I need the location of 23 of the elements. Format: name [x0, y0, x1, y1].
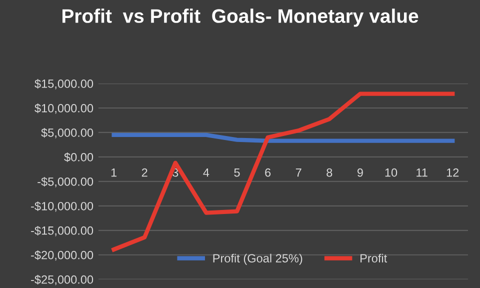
y-tick-label: -$15,000.00: [31, 226, 94, 236]
y-tick-label: -$5,000.00: [38, 176, 94, 188]
y-tick-label: $15,000.00: [34, 79, 94, 90]
legend-label: Profit: [360, 254, 388, 262]
y-tick-label: $10,000.00: [34, 104, 94, 114]
x-tick-label: 2: [142, 168, 148, 177]
x-tick-label: 1: [111, 168, 117, 177]
x-tick-label: 11: [416, 168, 428, 177]
y-tick-label: -$10,000.00: [31, 201, 94, 212]
x-tick-label: 8: [326, 168, 332, 177]
legend-label: Profit (Goal 25%): [213, 254, 302, 265]
x-tick-label: 10: [385, 168, 398, 177]
x-tick-label: 12: [446, 168, 459, 177]
chart-title: Profit vs Profit Goals- Monetary value: [62, 8, 418, 27]
y-tick-label: -$20,000.00: [31, 250, 94, 261]
y-tick-label: -$25,000.00: [31, 274, 94, 286]
x-tick-label: 5: [234, 168, 240, 177]
x-tick-label: 4: [203, 168, 210, 177]
y-tick-label: $0.00: [64, 152, 94, 162]
x-tick-label: 9: [357, 168, 363, 177]
x-tick-label: 7: [296, 168, 302, 177]
y-tick-label: $5,000.00: [41, 128, 94, 138]
x-tick-label: 6: [265, 168, 271, 177]
